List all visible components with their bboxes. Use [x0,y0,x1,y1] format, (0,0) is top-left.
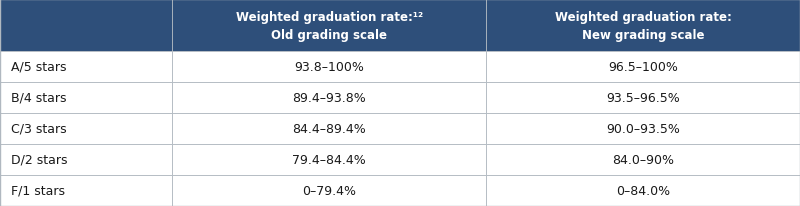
Bar [486,0,800,52]
Bar [0,175,172,206]
Text: 84.0–90%: 84.0–90% [613,153,674,166]
Bar [172,0,486,52]
Bar [172,144,486,175]
Bar [172,175,486,206]
Text: 0–84.0%: 0–84.0% [617,184,670,197]
Bar [0,83,172,114]
Text: C/3 stars: C/3 stars [11,122,67,135]
Text: 93.8–100%: 93.8–100% [294,61,364,74]
Bar [172,114,486,144]
Bar [0,0,172,52]
Text: Weighted graduation rate:¹²
Old grading scale: Weighted graduation rate:¹² Old grading … [236,11,422,41]
Text: 89.4–93.8%: 89.4–93.8% [292,91,366,104]
Bar [0,144,172,175]
Text: 79.4–84.4%: 79.4–84.4% [292,153,366,166]
Text: B/4 stars: B/4 stars [11,91,66,104]
Bar [486,52,800,83]
Bar [0,52,172,83]
Text: 93.5–96.5%: 93.5–96.5% [606,91,681,104]
Bar [172,83,486,114]
Text: 0–79.4%: 0–79.4% [302,184,356,197]
Text: Weighted graduation rate:
New grading scale: Weighted graduation rate: New grading sc… [555,11,732,41]
Text: A/5 stars: A/5 stars [11,61,66,74]
Bar [172,52,486,83]
Bar [486,114,800,144]
Bar [486,175,800,206]
Text: 84.4–89.4%: 84.4–89.4% [292,122,366,135]
Text: F/1 stars: F/1 stars [11,184,66,197]
Text: 90.0–93.5%: 90.0–93.5% [606,122,681,135]
Text: D/2 stars: D/2 stars [11,153,68,166]
Bar [0,114,172,144]
Text: 96.5–100%: 96.5–100% [609,61,678,74]
Bar [486,83,800,114]
Bar [486,144,800,175]
